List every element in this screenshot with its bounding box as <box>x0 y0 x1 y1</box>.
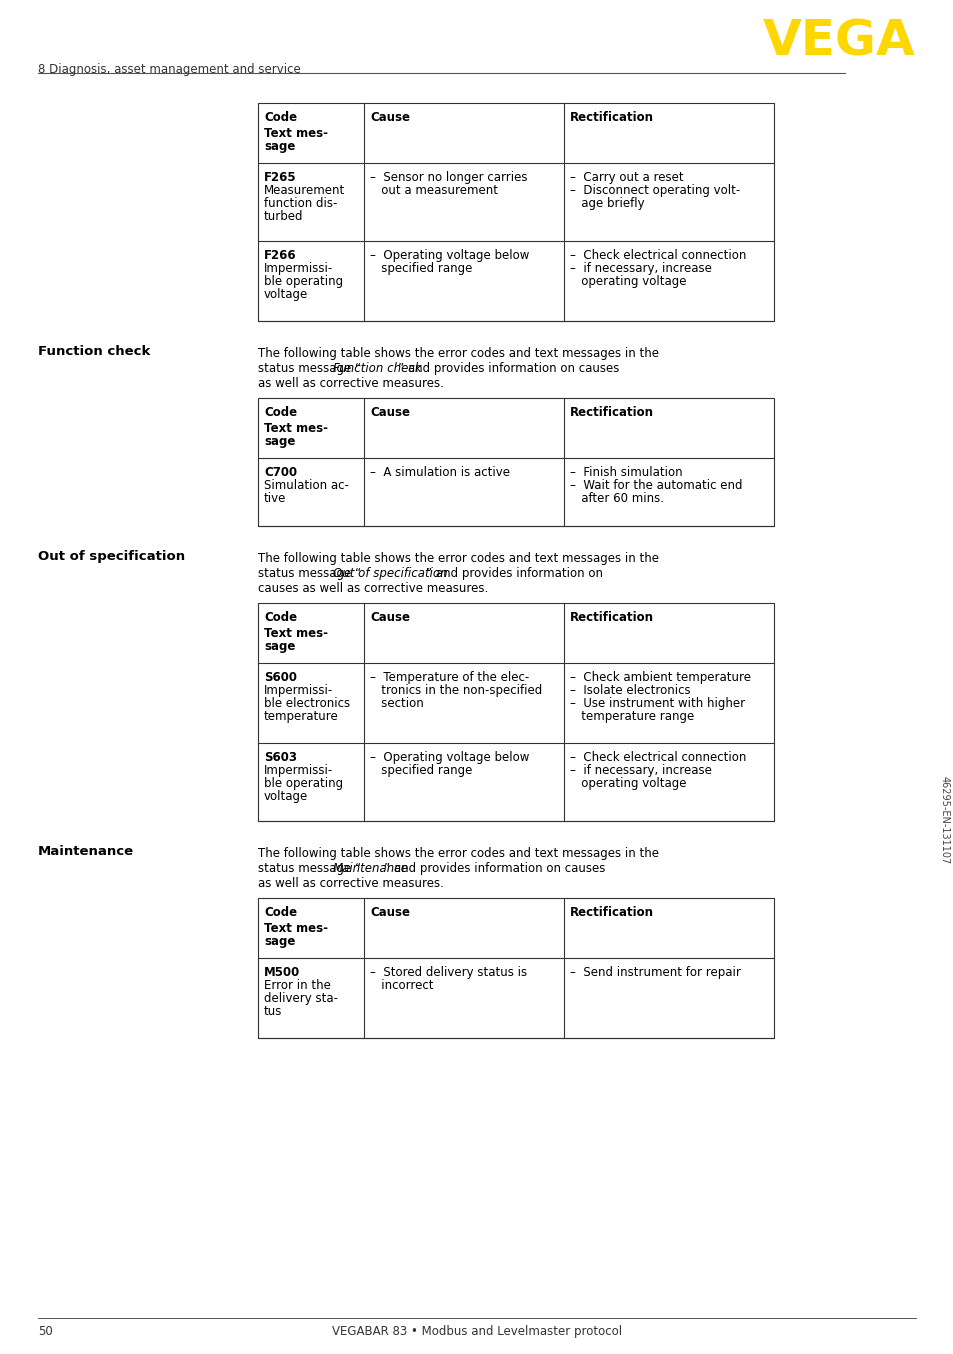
Text: S603: S603 <box>264 751 296 764</box>
Text: sage: sage <box>264 640 295 653</box>
Text: tive: tive <box>264 492 286 505</box>
Text: Error in the: Error in the <box>264 979 331 992</box>
Text: as well as corrective measures.: as well as corrective measures. <box>257 877 443 890</box>
Text: Cause: Cause <box>370 406 410 418</box>
Text: Cause: Cause <box>370 906 410 919</box>
Text: Text mes-: Text mes- <box>264 127 328 139</box>
Text: Cause: Cause <box>370 111 410 125</box>
Text: F266: F266 <box>264 249 296 263</box>
Text: Code: Code <box>264 906 296 919</box>
Text: VEGA: VEGA <box>762 18 915 66</box>
Bar <box>257 398 773 525</box>
Text: age briefly: age briefly <box>569 196 644 210</box>
Text: temperature: temperature <box>264 709 338 723</box>
Text: –  Check electrical connection: – Check electrical connection <box>569 751 745 764</box>
Text: as well as corrective measures.: as well as corrective measures. <box>257 376 443 390</box>
Text: Function check: Function check <box>333 362 421 375</box>
Text: ble electronics: ble electronics <box>264 697 350 709</box>
Text: tus: tus <box>264 1005 282 1018</box>
Text: The following table shows the error codes and text messages in the: The following table shows the error code… <box>257 552 659 565</box>
Text: –  Operating voltage below: – Operating voltage below <box>370 751 529 764</box>
Text: Code: Code <box>264 111 296 125</box>
Text: –  Sensor no longer carries: – Sensor no longer carries <box>370 171 527 184</box>
Text: VEGABAR 83 • Modbus and Levelmaster protocol: VEGABAR 83 • Modbus and Levelmaster prot… <box>332 1326 621 1338</box>
Text: The following table shows the error codes and text messages in the: The following table shows the error code… <box>257 848 659 860</box>
Text: ” and provides information on: ” and provides information on <box>426 567 603 580</box>
Text: –  Carry out a reset: – Carry out a reset <box>569 171 683 184</box>
Text: Rectification: Rectification <box>569 611 654 624</box>
Text: specified range: specified range <box>370 764 472 777</box>
Text: –  Operating voltage below: – Operating voltage below <box>370 249 529 263</box>
Text: Impermissi-: Impermissi- <box>264 263 333 275</box>
Text: Code: Code <box>264 406 296 418</box>
Text: voltage: voltage <box>264 789 308 803</box>
Text: voltage: voltage <box>264 288 308 301</box>
Text: Rectification: Rectification <box>569 111 654 125</box>
Text: section: section <box>370 697 423 709</box>
Text: M500: M500 <box>264 965 300 979</box>
Text: Text mes-: Text mes- <box>264 627 328 640</box>
Text: Measurement: Measurement <box>264 184 345 196</box>
Text: out a measurement: out a measurement <box>370 184 497 196</box>
Text: ble operating: ble operating <box>264 777 343 789</box>
Text: Rectification: Rectification <box>569 906 654 919</box>
Text: operating voltage: operating voltage <box>569 275 686 288</box>
Text: 46295-EN-131107: 46295-EN-131107 <box>939 776 949 864</box>
Text: status message “: status message “ <box>257 362 361 375</box>
Text: –  Temperature of the elec-: – Temperature of the elec- <box>370 672 529 684</box>
Text: causes as well as corrective measures.: causes as well as corrective measures. <box>257 582 488 594</box>
Text: 8 Diagnosis, asset management and service: 8 Diagnosis, asset management and servic… <box>38 64 300 76</box>
Text: tronics in the non-specified: tronics in the non-specified <box>370 684 541 697</box>
Bar <box>257 103 773 321</box>
Text: Out of specification: Out of specification <box>38 550 185 563</box>
Text: status message “: status message “ <box>257 567 361 580</box>
Text: temperature range: temperature range <box>569 709 694 723</box>
Text: sage: sage <box>264 936 295 948</box>
Text: Text mes-: Text mes- <box>264 922 328 936</box>
Text: Maintenance: Maintenance <box>333 862 409 875</box>
Text: ” and provides information on causes: ” and provides information on causes <box>398 362 619 375</box>
Text: –  Send instrument for repair: – Send instrument for repair <box>569 965 740 979</box>
Text: Function check: Function check <box>38 345 151 357</box>
Text: Code: Code <box>264 611 296 624</box>
Text: –  Finish simulation: – Finish simulation <box>569 466 682 479</box>
Text: Simulation ac-: Simulation ac- <box>264 479 349 492</box>
Text: –  if necessary, increase: – if necessary, increase <box>569 764 711 777</box>
Text: sage: sage <box>264 435 295 448</box>
Text: ” and provides information on causes: ” and provides information on causes <box>384 862 605 875</box>
Text: turbed: turbed <box>264 210 303 223</box>
Text: 50: 50 <box>38 1326 52 1338</box>
Text: delivery sta-: delivery sta- <box>264 992 337 1005</box>
Text: Rectification: Rectification <box>569 406 654 418</box>
Text: –  if necessary, increase: – if necessary, increase <box>569 263 711 275</box>
Text: Text mes-: Text mes- <box>264 422 328 435</box>
Text: Impermissi-: Impermissi- <box>264 684 333 697</box>
Text: operating voltage: operating voltage <box>569 777 686 789</box>
Text: –  Use instrument with higher: – Use instrument with higher <box>569 697 744 709</box>
Text: status message “: status message “ <box>257 862 361 875</box>
Text: S600: S600 <box>264 672 296 684</box>
Text: –  Check ambient temperature: – Check ambient temperature <box>569 672 750 684</box>
Text: –  Disconnect operating volt-: – Disconnect operating volt- <box>569 184 740 196</box>
Text: –  Wait for the automatic end: – Wait for the automatic end <box>569 479 741 492</box>
Text: incorrect: incorrect <box>370 979 433 992</box>
Text: –  Stored delivery status is: – Stored delivery status is <box>370 965 527 979</box>
Text: Out of specification: Out of specification <box>333 567 447 580</box>
Text: –  A simulation is active: – A simulation is active <box>370 466 510 479</box>
Text: ble operating: ble operating <box>264 275 343 288</box>
Text: sage: sage <box>264 139 295 153</box>
Text: The following table shows the error codes and text messages in the: The following table shows the error code… <box>257 347 659 360</box>
Bar <box>257 603 773 821</box>
Text: Cause: Cause <box>370 611 410 624</box>
Text: –  Isolate electronics: – Isolate electronics <box>569 684 690 697</box>
Text: function dis-: function dis- <box>264 196 337 210</box>
Text: after 60 mins.: after 60 mins. <box>569 492 663 505</box>
Text: F265: F265 <box>264 171 296 184</box>
Text: Maintenance: Maintenance <box>38 845 134 858</box>
Text: specified range: specified range <box>370 263 472 275</box>
Bar <box>257 898 773 1039</box>
Text: Impermissi-: Impermissi- <box>264 764 333 777</box>
Text: C700: C700 <box>264 466 296 479</box>
Text: –  Check electrical connection: – Check electrical connection <box>569 249 745 263</box>
